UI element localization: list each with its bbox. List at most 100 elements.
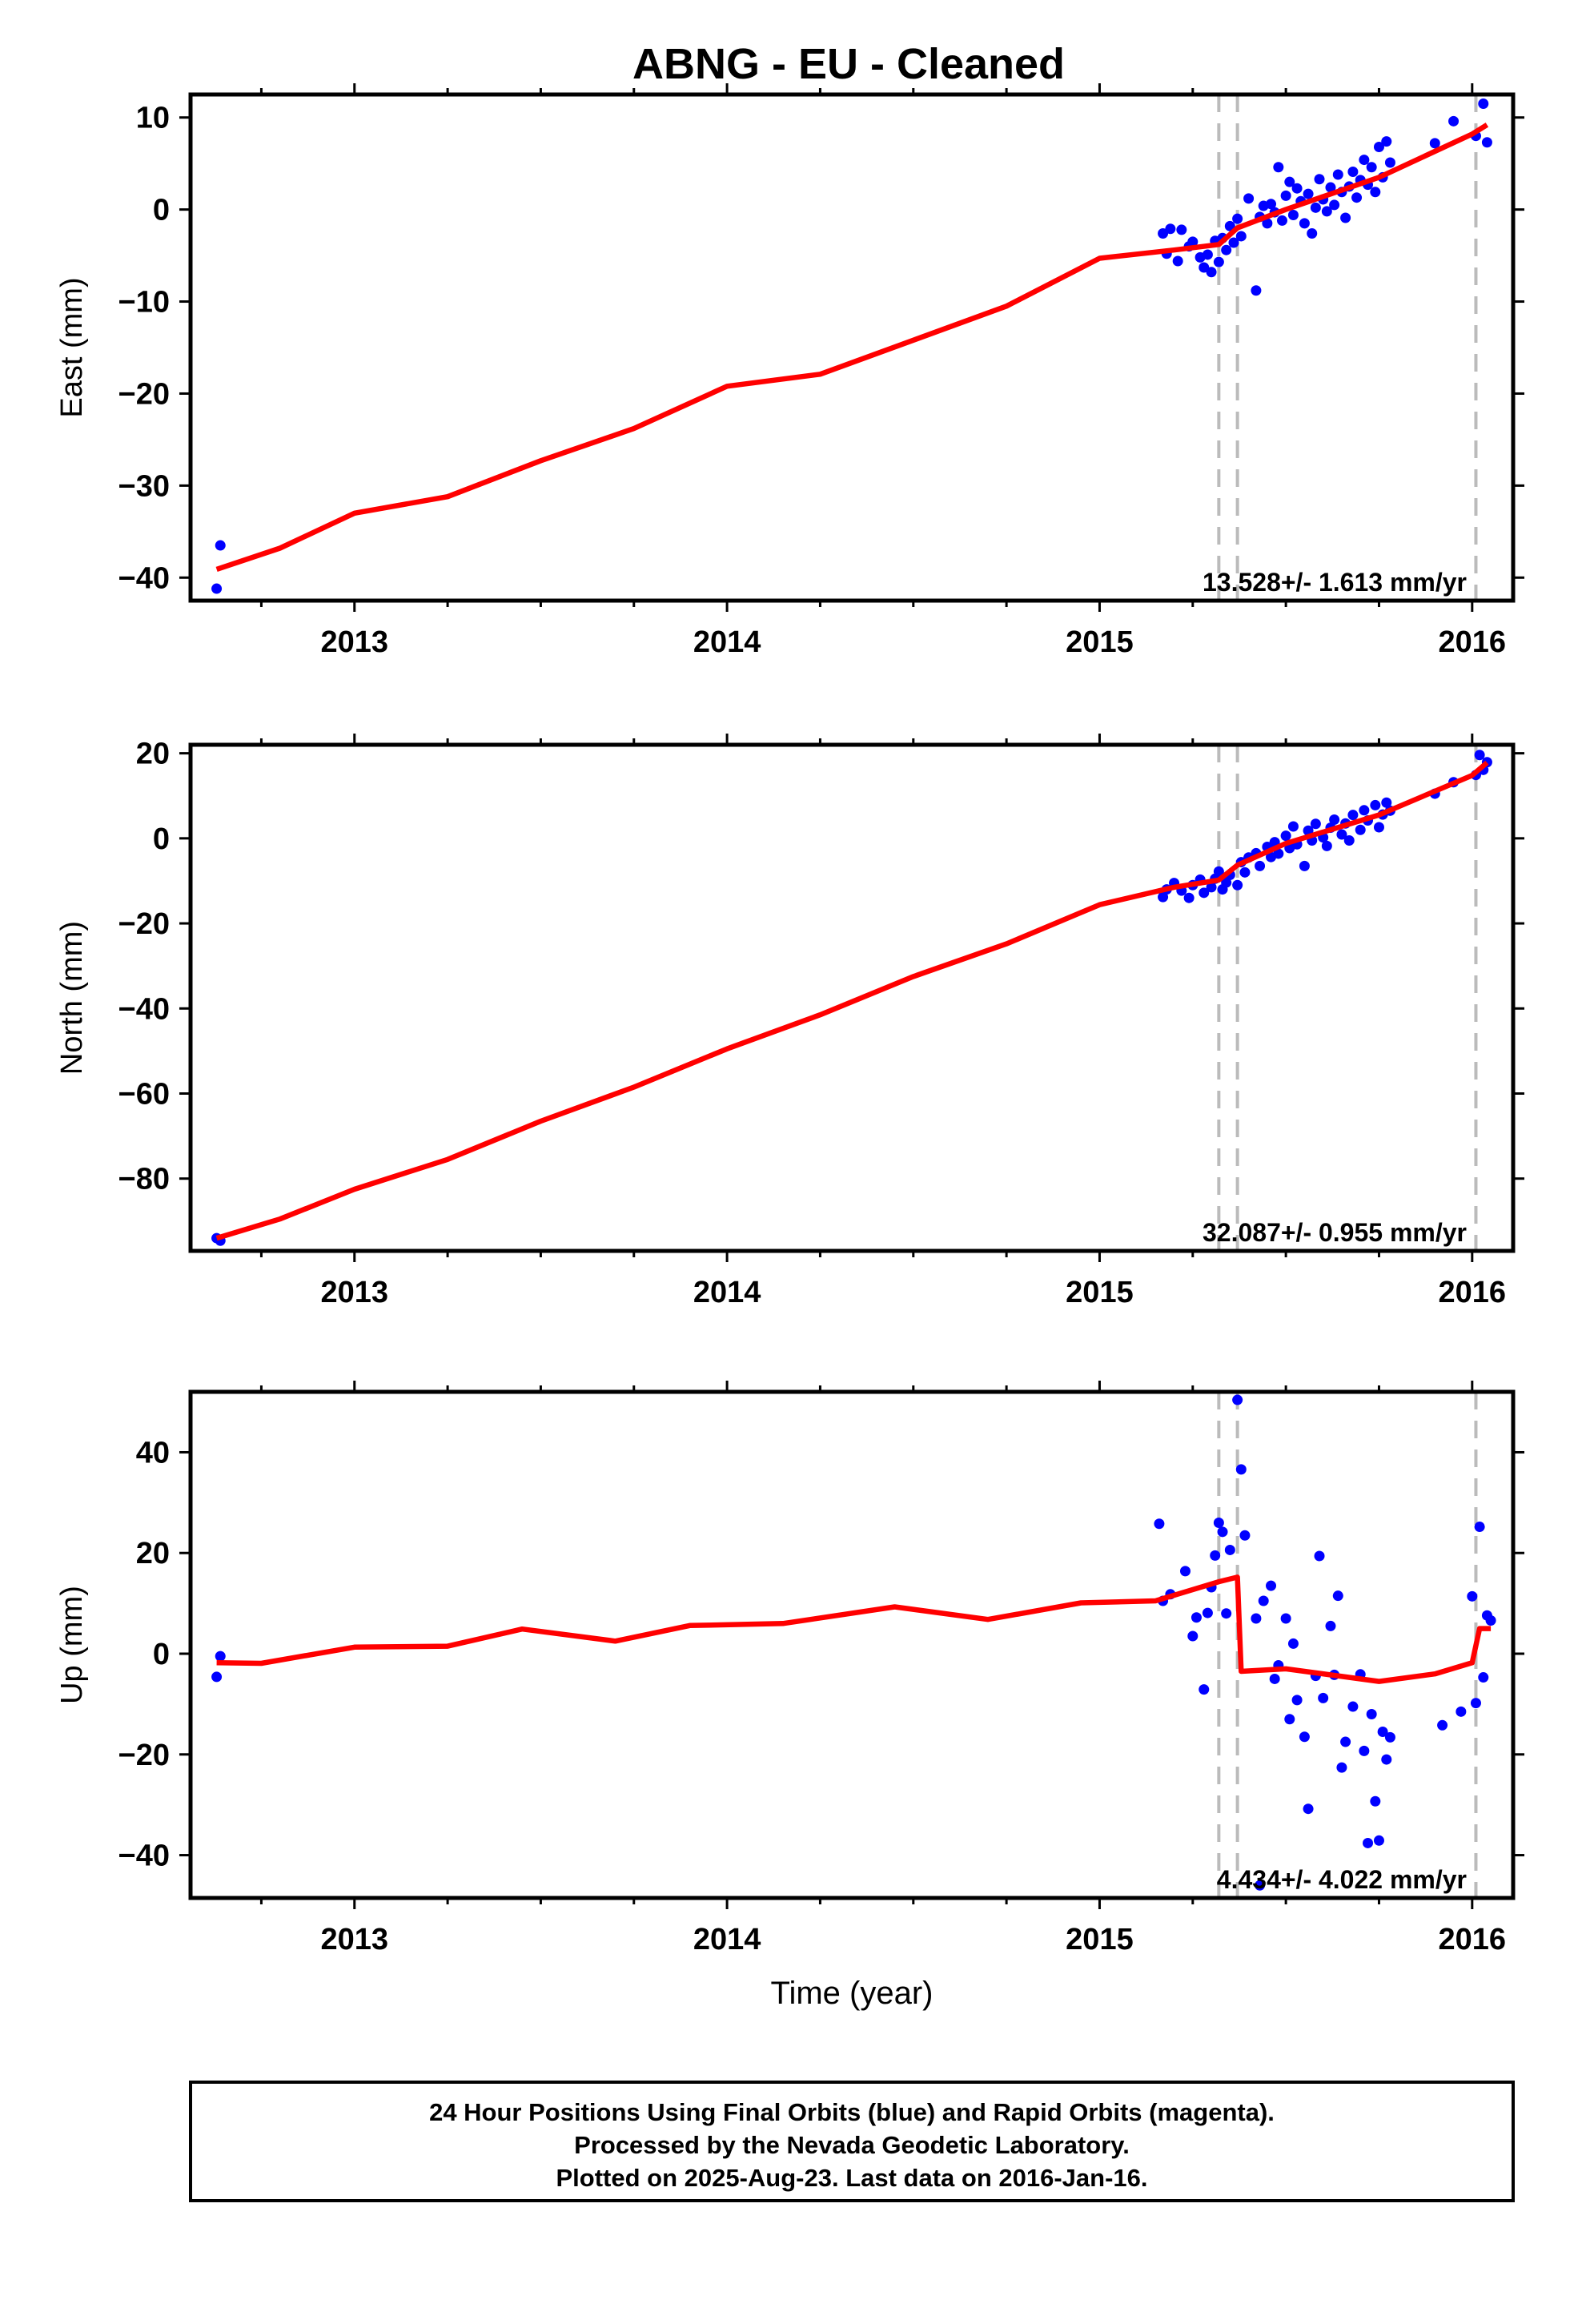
data-point: [1478, 98, 1489, 109]
data-point: [215, 540, 226, 551]
data-point: [1373, 141, 1384, 152]
data-point: [1366, 162, 1377, 173]
y-tick-label: −40: [118, 1839, 170, 1873]
data-point: [1314, 1550, 1325, 1562]
data-point: [1154, 1518, 1165, 1530]
data-point: [1280, 830, 1291, 842]
data-point: [1199, 262, 1210, 273]
data-point: [1199, 887, 1210, 899]
data-point: [1381, 1754, 1392, 1765]
data-point: [1336, 1762, 1347, 1773]
x-axis-label: Time (year): [771, 1976, 934, 2011]
data-point: [1287, 210, 1299, 221]
data-point: [1314, 174, 1325, 185]
data-point: [1284, 176, 1295, 187]
data-point: [211, 1671, 223, 1683]
data-point: [1456, 1706, 1467, 1717]
data-point: [1228, 237, 1239, 248]
data-point: [215, 1651, 226, 1662]
data-point: [1221, 1608, 1232, 1619]
data-point: [1381, 797, 1392, 808]
data-point: [1172, 255, 1183, 267]
x-tick-label: 2014: [693, 1923, 761, 1956]
x-tick-label: 2016: [1439, 1276, 1507, 1309]
data-point: [1199, 1684, 1210, 1695]
data-point: [1206, 882, 1217, 893]
footer-frame: [189, 2081, 1515, 2202]
data-point: [1474, 750, 1485, 761]
data-point: [1329, 814, 1340, 825]
data-point: [211, 583, 223, 594]
x-tick-label: 2015: [1066, 1276, 1134, 1309]
data-point: [1340, 212, 1351, 223]
data-point: [1359, 805, 1370, 816]
data-point: [1221, 244, 1232, 255]
data-point: [1373, 822, 1384, 833]
data-point: [1340, 1736, 1351, 1747]
data-point: [1213, 1518, 1224, 1529]
y-tick-label: 0: [153, 822, 170, 856]
data-point: [1299, 1731, 1310, 1743]
y-axis-label: East (mm): [55, 277, 89, 417]
data-point: [1202, 1607, 1213, 1618]
data-point: [1485, 1615, 1496, 1626]
footer-line-1: 24 Hour Positions Using Final Orbits (bl…: [429, 2098, 1275, 2126]
data-point: [1332, 169, 1343, 180]
data-point: [1366, 1708, 1377, 1719]
data-point: [1310, 818, 1321, 830]
y-tick-label: 0: [153, 1638, 170, 1671]
y-tick-label: 20: [136, 738, 170, 771]
y-axis-label: Up (mm): [55, 1586, 89, 1704]
data-point: [1187, 236, 1199, 247]
data-point: [1437, 1719, 1448, 1731]
footer-line-3: Plotted on 2025-Aug-23. Last data on 201…: [556, 2164, 1147, 2192]
data-point: [1329, 199, 1340, 211]
data-point: [1359, 155, 1370, 166]
data-point: [1363, 1837, 1374, 1848]
data-point: [1325, 1620, 1336, 1631]
data-point: [1347, 167, 1359, 178]
data-point: [1273, 848, 1284, 859]
data-point: [1269, 1673, 1280, 1684]
x-tick-label: 2013: [320, 1923, 388, 1956]
data-point: [1377, 1726, 1388, 1737]
x-tick-label: 2015: [1066, 625, 1134, 659]
data-point: [1347, 1701, 1359, 1712]
chart-title: ABNG - EU - Cleaned: [632, 40, 1065, 88]
data-point: [1325, 182, 1336, 193]
data-point: [1179, 1566, 1191, 1577]
x-tick-label: 2015: [1066, 1923, 1134, 1956]
data-point: [1280, 1613, 1291, 1624]
data-point: [1470, 1698, 1481, 1709]
x-tick-label: 2016: [1439, 625, 1507, 659]
data-point: [1370, 187, 1381, 198]
rate-label: 13.528+/- 1.613 mm/yr: [1203, 568, 1467, 597]
data-point: [1276, 215, 1287, 226]
east-panel: −40 −30 −20 −10 0 10 2013 2014 2015 2016 East (mm)…: [55, 83, 1524, 659]
data-point: [1429, 138, 1440, 149]
data-point: [1343, 834, 1355, 846]
model-fit-line: [215, 760, 1489, 1241]
data-point: [1332, 1590, 1343, 1602]
plot-frame: [188, 742, 1516, 1253]
y-tick-label: −30: [118, 469, 170, 503]
x-tick-label: 2014: [693, 625, 761, 659]
data-point: [1307, 228, 1318, 239]
model-fit-line: [216, 1574, 1492, 1684]
data-point: [1303, 188, 1314, 199]
data-point: [1351, 192, 1363, 203]
x-tick-label: 2016: [1439, 1923, 1507, 1956]
y-tick-label: 20: [136, 1537, 170, 1570]
data-point: [1213, 256, 1224, 267]
data-point: [1262, 218, 1273, 229]
data-point: [1474, 1522, 1485, 1533]
data-point: [1251, 285, 1262, 296]
data-point: [1370, 799, 1381, 810]
data-point: [1243, 193, 1255, 204]
data-point: [1291, 1695, 1303, 1706]
data-point: [1284, 1714, 1295, 1725]
y-tick-label: −40: [118, 992, 170, 1026]
y-tick-label: −60: [118, 1077, 170, 1111]
data-point: [1206, 267, 1217, 278]
